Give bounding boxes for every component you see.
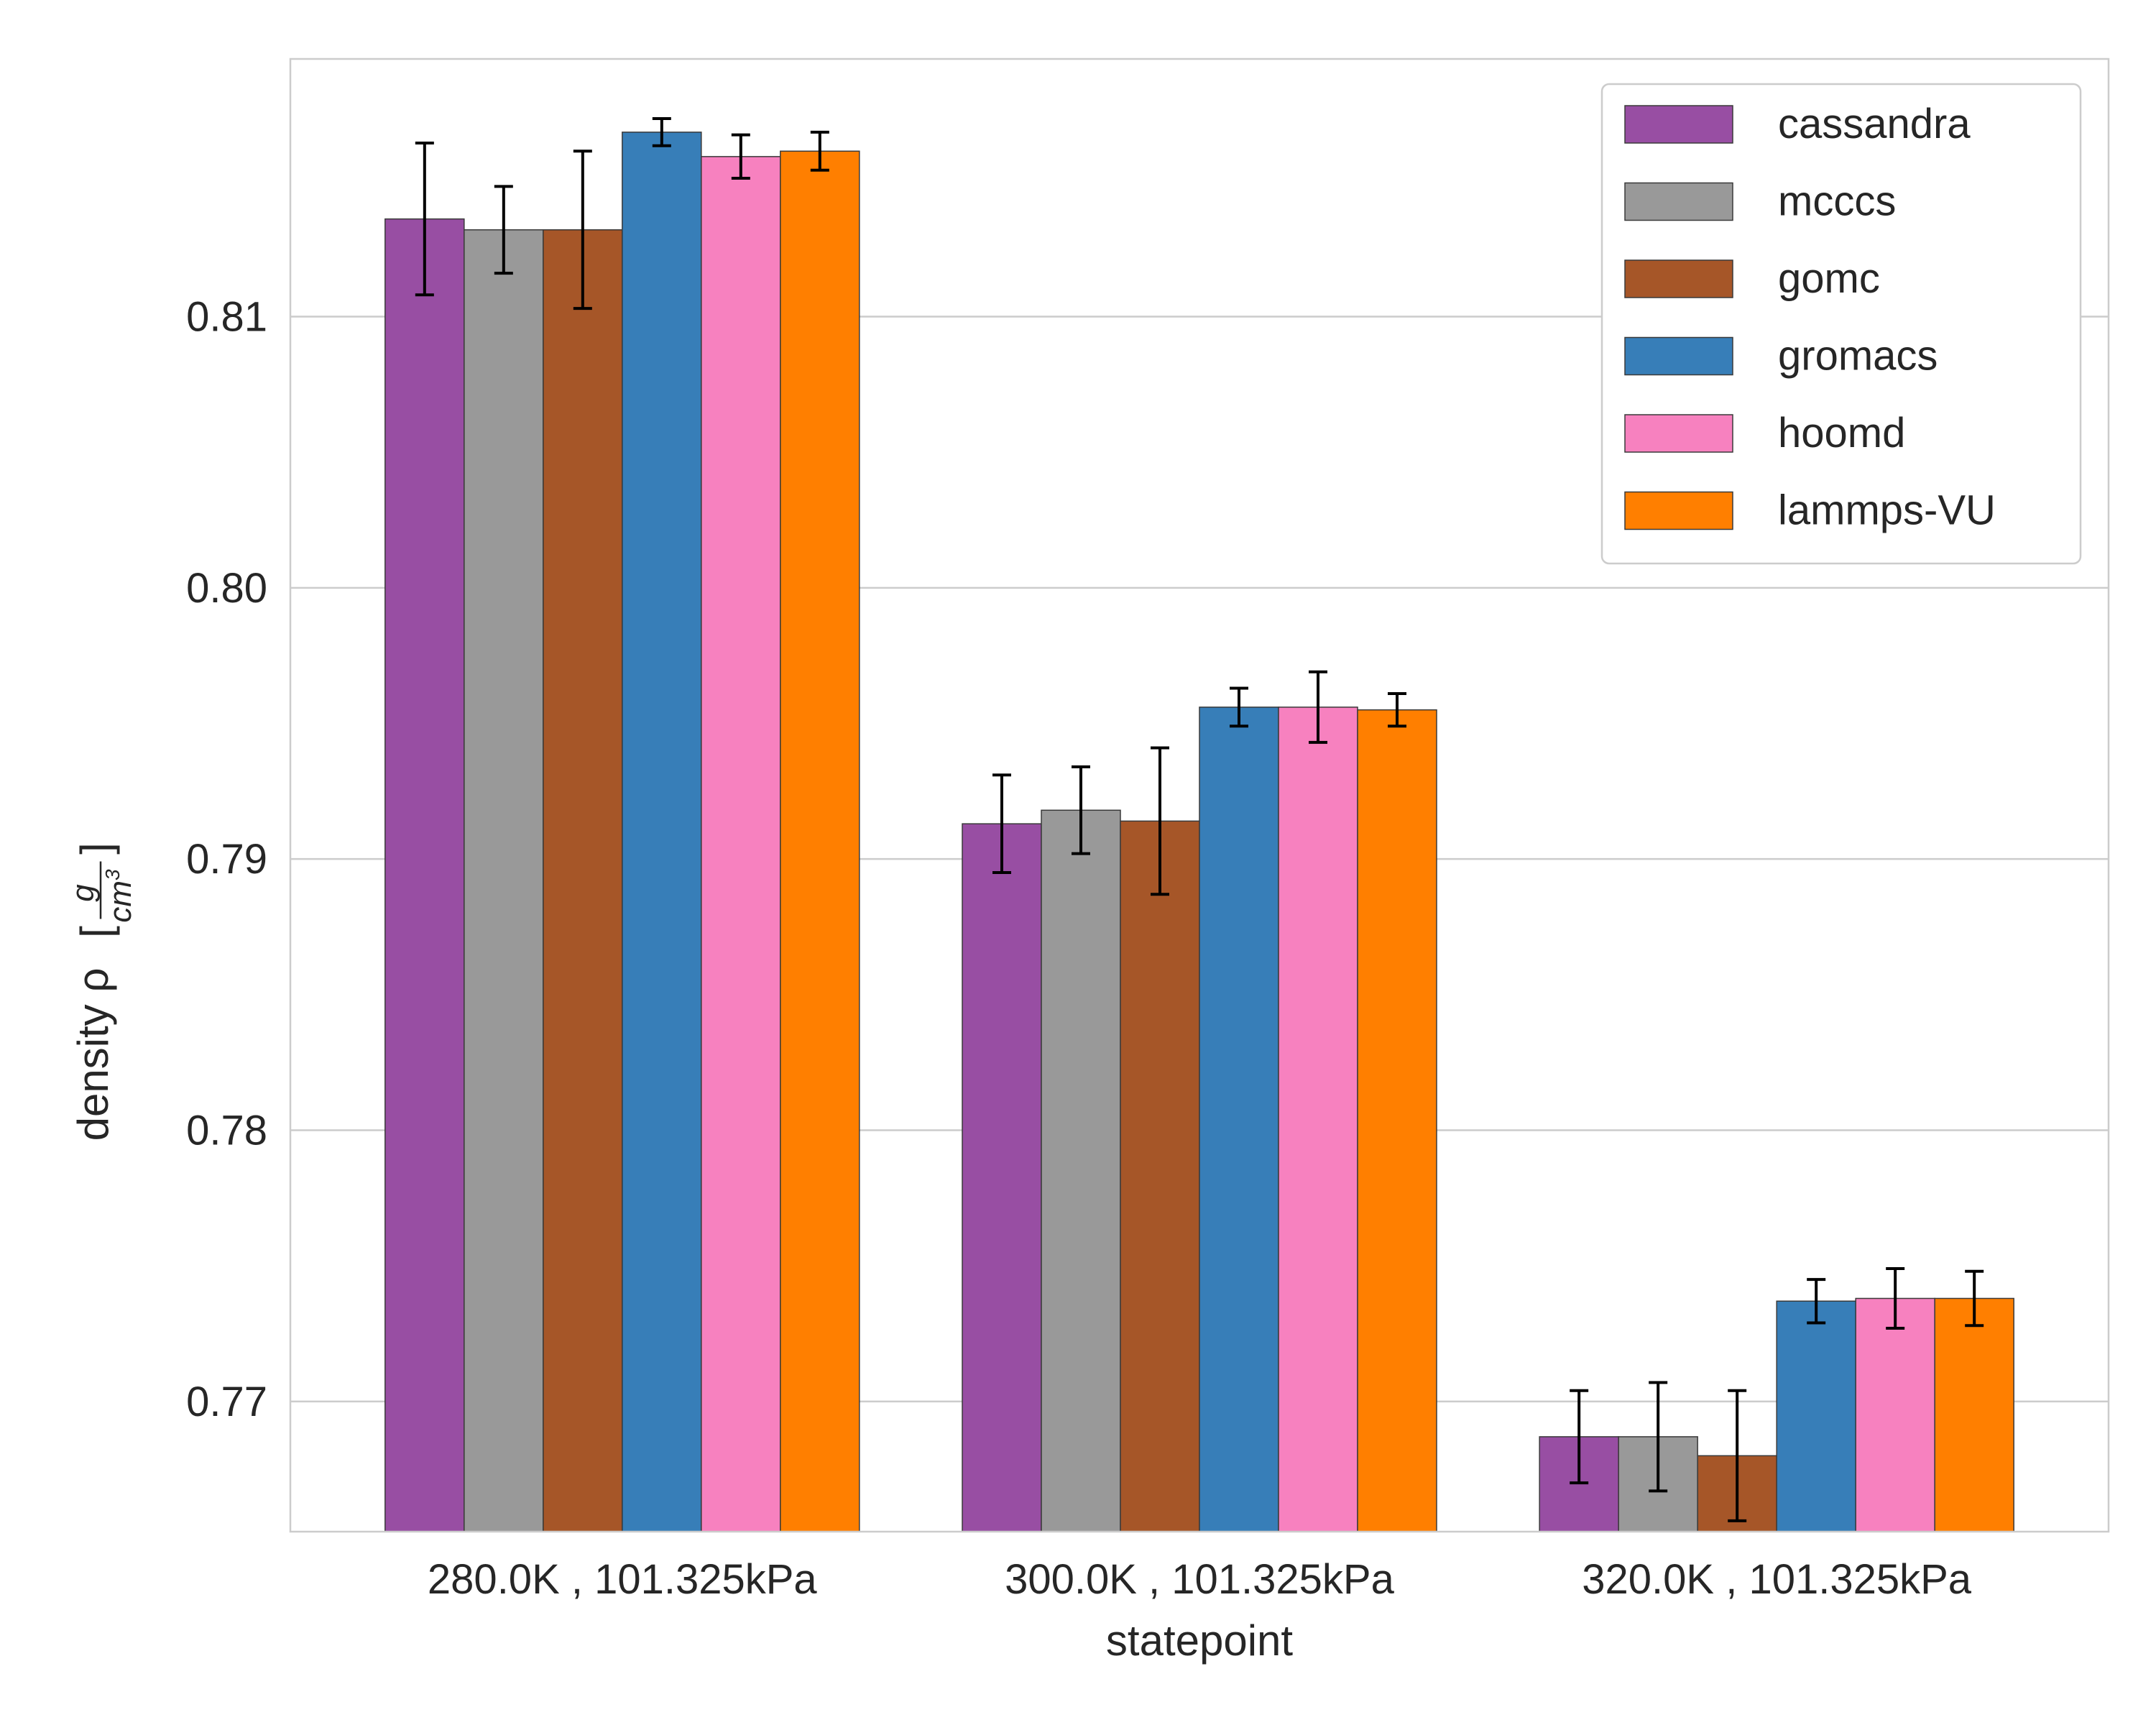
x-tick-label: 300.0K , 101.325kPa [1005, 1556, 1395, 1603]
legend-label-gromacs: gromacs [1778, 333, 1938, 380]
bar-gromacs-2 [1776, 1300, 1856, 1532]
legend-swatch-gomc [1624, 259, 1733, 298]
bar-hoomd-1 [1278, 707, 1358, 1532]
error-bars [415, 117, 1984, 1522]
bar-hoomd-0 [701, 156, 781, 1532]
bar-mcccs-0 [464, 229, 544, 1532]
y-axis-label-numerator: g [65, 884, 101, 902]
legend-swatch-cassandra [1624, 105, 1733, 144]
x-tick-label: 320.0K , 101.325kPa [1582, 1556, 1972, 1603]
legend-label-cassandra: cassandra [1778, 101, 1971, 147]
y-axis-label-denominator: cm3 [101, 869, 138, 923]
legend: cassandra mcccs gomc gromacs hoomd lammps-VU [1600, 83, 2082, 565]
y-tick-label: 0.79 [186, 836, 267, 883]
bar-hoomd-2 [1855, 1297, 1935, 1532]
bar-mcccs-1 [1041, 809, 1121, 1532]
bar-gomc-1 [1120, 820, 1200, 1532]
legend-label-hoomd: hoomd [1778, 410, 1905, 456]
x-tick-labels: 280.0K , 101.325kPa 300.0K , 101.325kPa 32… [428, 1556, 1972, 1603]
legend-label-lammps-VU: lammps-VU [1778, 487, 1996, 534]
plot-frame [289, 58, 2110, 1533]
legend-swatch-gromacs [1624, 336, 1733, 376]
legend-label-mcccs: mcccs [1778, 178, 1896, 225]
y-tick-label: 0.77 [186, 1379, 267, 1425]
y-axis-label: density ρ [ g cm3 ] [65, 842, 138, 1141]
bar-gomc-0 [543, 229, 623, 1532]
x-tick-label: 280.0K , 101.325kPa [428, 1556, 818, 1603]
bar-cassandra-1 [962, 823, 1042, 1532]
y-tick-label: 0.81 [186, 293, 267, 340]
y-axis-label-bracket-open: [ [72, 926, 120, 938]
y-axis-label-prefix: density ρ [69, 968, 117, 1141]
bar-gromacs-0 [622, 132, 702, 1532]
bar-cassandra-0 [384, 218, 465, 1532]
bar-lammps-VU-2 [1934, 1297, 2014, 1532]
bars [384, 132, 2014, 1532]
y-axis-label-bracket-close: ] [72, 842, 120, 855]
y-tick-label: 0.80 [186, 565, 267, 612]
bar-lammps-VU-0 [780, 150, 860, 1532]
legend-label-gomc: gomc [1778, 255, 1880, 302]
y-tick-label: 0.78 [186, 1108, 267, 1154]
legend-swatch-lammps-VU [1624, 491, 1733, 530]
y-tick-labels: 0.77 0.78 0.79 0.80 0.81 [186, 293, 267, 1425]
bar-lammps-VU-1 [1357, 709, 1437, 1532]
bar-gromacs-1 [1199, 707, 1279, 1532]
x-axis-label: statepoint [1106, 1616, 1294, 1665]
legend-swatch-mcccs [1624, 182, 1733, 221]
legend-swatch-hoomd [1624, 414, 1733, 453]
